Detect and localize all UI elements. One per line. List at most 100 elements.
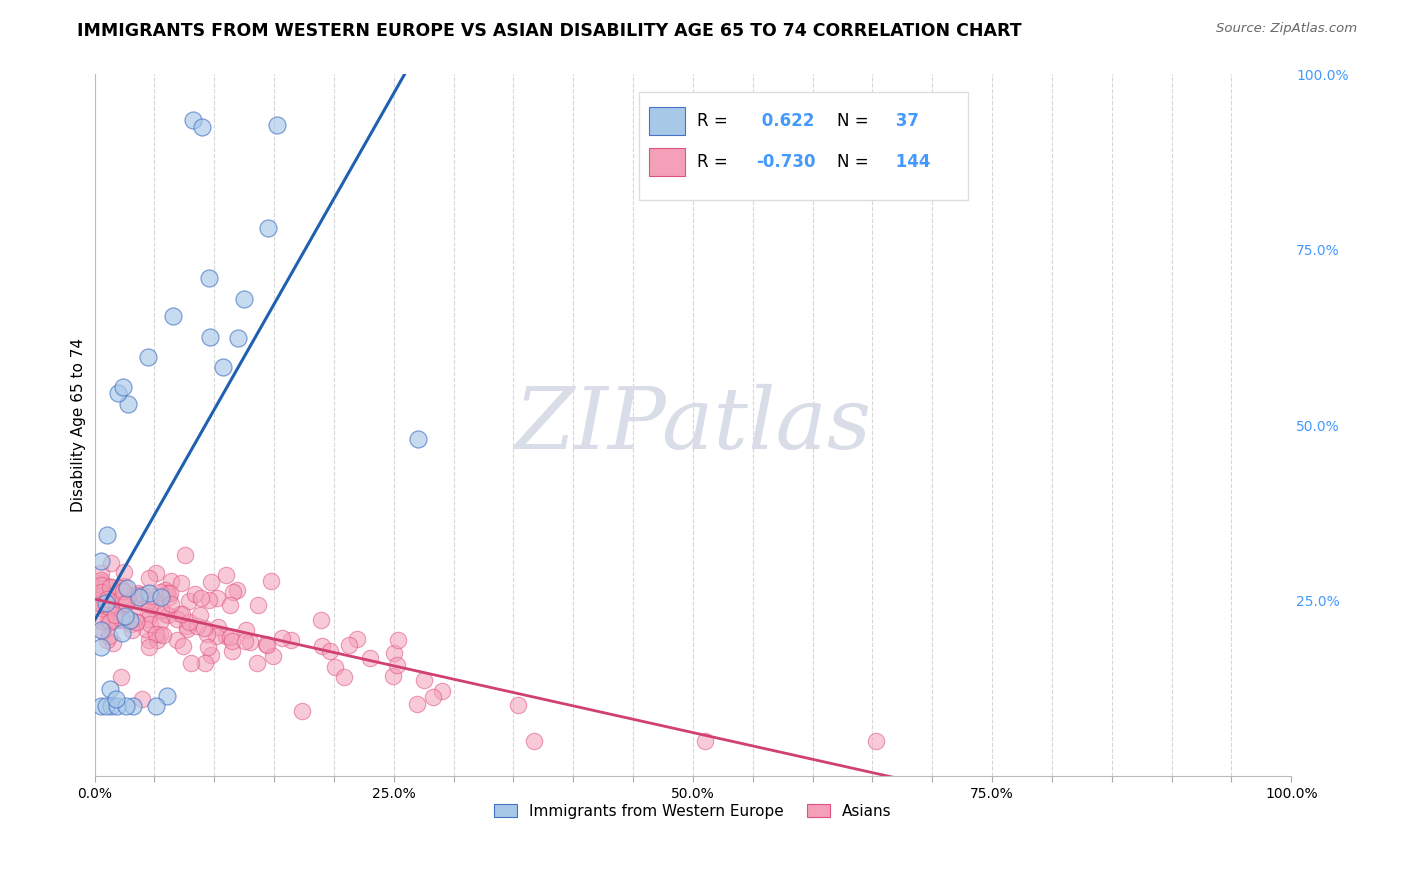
Text: R =: R = bbox=[696, 112, 727, 130]
Point bbox=[121, 698, 143, 713]
Point bbox=[136, 350, 159, 364]
Point bbox=[382, 669, 405, 683]
Point bbox=[215, 568, 238, 582]
Text: -0.730: -0.730 bbox=[756, 153, 815, 170]
Point bbox=[90, 573, 112, 587]
Point bbox=[211, 359, 233, 374]
Point bbox=[138, 571, 160, 585]
Point bbox=[695, 734, 717, 748]
Point bbox=[107, 582, 129, 596]
Point bbox=[142, 594, 165, 608]
Point bbox=[98, 629, 121, 643]
Point bbox=[98, 580, 121, 594]
Point bbox=[346, 632, 368, 646]
Point bbox=[406, 432, 429, 446]
Point bbox=[139, 616, 162, 631]
Point bbox=[149, 585, 172, 599]
FancyBboxPatch shape bbox=[648, 148, 685, 176]
Point bbox=[98, 682, 121, 697]
Point bbox=[174, 549, 197, 563]
Point bbox=[138, 633, 160, 648]
Point bbox=[239, 635, 262, 649]
Point bbox=[319, 643, 342, 657]
Point bbox=[100, 556, 122, 570]
Point bbox=[90, 576, 112, 591]
Point bbox=[145, 627, 167, 641]
Point bbox=[125, 615, 148, 629]
Point bbox=[90, 601, 112, 615]
Point bbox=[169, 607, 191, 622]
Point bbox=[159, 591, 181, 605]
Point bbox=[90, 597, 112, 611]
Point bbox=[105, 698, 128, 713]
Point bbox=[254, 637, 277, 651]
Point bbox=[865, 734, 887, 748]
Point bbox=[191, 120, 214, 134]
Point bbox=[176, 622, 198, 636]
Point bbox=[193, 621, 215, 635]
Point bbox=[90, 698, 112, 713]
Point bbox=[105, 613, 128, 627]
Point bbox=[145, 566, 167, 581]
Point bbox=[101, 588, 124, 602]
Point bbox=[127, 592, 149, 607]
Point bbox=[131, 691, 153, 706]
Point bbox=[112, 596, 135, 610]
Point bbox=[221, 633, 243, 648]
Point bbox=[112, 565, 135, 579]
Point bbox=[160, 597, 183, 611]
Point bbox=[136, 612, 159, 626]
Point bbox=[97, 616, 120, 631]
Point bbox=[105, 692, 128, 706]
Point bbox=[127, 585, 149, 599]
Point bbox=[90, 623, 112, 637]
Point bbox=[149, 627, 172, 641]
Point bbox=[115, 581, 138, 595]
Point bbox=[138, 586, 160, 600]
Point bbox=[90, 614, 112, 628]
Text: N =: N = bbox=[837, 153, 868, 170]
Point bbox=[127, 588, 149, 602]
Point bbox=[260, 574, 283, 589]
Point bbox=[262, 649, 284, 664]
Point bbox=[506, 698, 529, 712]
Point bbox=[139, 607, 162, 621]
Point bbox=[90, 640, 112, 654]
Text: ZIPatlas: ZIPatlas bbox=[515, 384, 872, 467]
Point bbox=[246, 656, 269, 670]
Point bbox=[186, 619, 208, 633]
Point bbox=[271, 632, 294, 646]
Point bbox=[247, 599, 270, 613]
FancyBboxPatch shape bbox=[648, 107, 685, 135]
Point bbox=[170, 575, 193, 590]
Point bbox=[280, 633, 302, 648]
FancyBboxPatch shape bbox=[640, 92, 969, 201]
Point bbox=[226, 582, 249, 597]
Point bbox=[100, 597, 122, 611]
Point bbox=[266, 118, 288, 132]
Text: N =: N = bbox=[837, 112, 868, 130]
Point bbox=[146, 633, 169, 648]
Point bbox=[101, 636, 124, 650]
Point bbox=[157, 608, 180, 623]
Point bbox=[221, 584, 243, 599]
Point bbox=[90, 585, 112, 599]
Point bbox=[110, 613, 132, 627]
Point bbox=[114, 698, 136, 713]
Point bbox=[205, 591, 228, 606]
Point bbox=[100, 698, 122, 713]
Point bbox=[121, 623, 143, 637]
Point bbox=[100, 580, 122, 594]
Point bbox=[204, 629, 226, 643]
Point bbox=[118, 613, 141, 627]
Point bbox=[94, 698, 117, 713]
Point bbox=[430, 684, 453, 698]
Point bbox=[194, 657, 217, 671]
Point bbox=[184, 587, 207, 601]
Point bbox=[215, 629, 238, 643]
Point bbox=[179, 594, 201, 608]
Point bbox=[188, 607, 211, 622]
Point bbox=[138, 593, 160, 607]
Y-axis label: Disability Age 65 to 74: Disability Age 65 to 74 bbox=[72, 338, 86, 512]
Text: IMMIGRANTS FROM WESTERN EUROPE VS ASIAN DISABILITY AGE 65 TO 74 CORRELATION CHAR: IMMIGRANTS FROM WESTERN EUROPE VS ASIAN … bbox=[77, 22, 1022, 40]
